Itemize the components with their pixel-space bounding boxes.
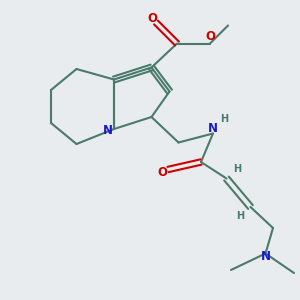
Text: N: N [260,250,271,263]
Text: O: O [157,166,167,179]
Text: H: H [236,211,244,221]
Text: O: O [147,12,158,26]
Text: N: N [102,124,112,137]
Text: O: O [205,30,215,44]
Text: N: N [208,122,218,135]
Text: H: H [220,113,229,124]
Text: H: H [233,164,241,175]
